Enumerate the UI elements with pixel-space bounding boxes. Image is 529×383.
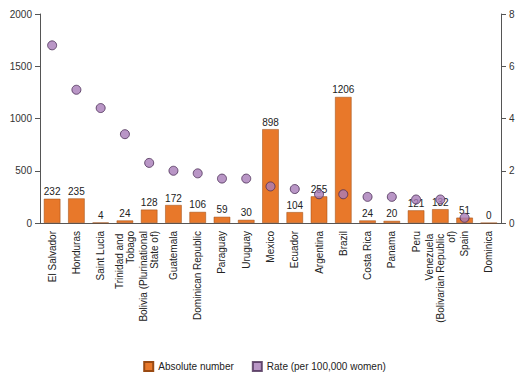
svg-text:232: 232 [44, 186, 61, 197]
svg-text:Uruguay: Uruguay [241, 231, 252, 269]
svg-text:1500: 1500 [10, 61, 33, 72]
svg-text:Venezuela: Venezuela [424, 231, 435, 281]
svg-text:30: 30 [241, 207, 253, 218]
svg-text:Mexico: Mexico [265, 231, 276, 263]
svg-text:Spain: Spain [459, 231, 470, 257]
svg-text:(Bolivarian Republic: (Bolivarian Republic [435, 231, 446, 323]
svg-text:4: 4 [509, 113, 515, 124]
svg-text:0: 0 [26, 218, 32, 229]
svg-text:4: 4 [98, 210, 104, 221]
svg-text:235: 235 [68, 186, 85, 197]
svg-text:104: 104 [286, 200, 303, 211]
svg-text:172: 172 [165, 193, 182, 204]
svg-text:51: 51 [459, 205, 471, 217]
svg-text:8: 8 [509, 9, 515, 20]
svg-text:Brazil: Brazil [338, 231, 349, 256]
svg-text:24: 24 [362, 208, 374, 219]
svg-text:Panama: Panama [386, 231, 397, 269]
svg-text:Bolivia (Plurinational: Bolivia (Plurinational [138, 231, 149, 322]
svg-text:Argentina: Argentina [314, 231, 325, 274]
svg-text:State of): State of) [149, 231, 160, 272]
svg-text:1206: 1206 [332, 84, 355, 95]
svg-text:1000: 1000 [10, 113, 33, 124]
svg-text:Costa Rica: Costa Rica [362, 231, 373, 280]
svg-text:Tobago: Tobago [125, 231, 136, 264]
svg-text:Saint Lucia: Saint Lucia [95, 231, 106, 281]
svg-text:0: 0 [486, 210, 492, 221]
svg-text:Honduras: Honduras [71, 231, 82, 274]
svg-text:Rate (per 100,000 women): Rate (per 100,000 women) [267, 361, 386, 372]
svg-text:59: 59 [216, 204, 228, 215]
svg-text:2000: 2000 [10, 9, 33, 20]
svg-text:255: 255 [310, 183, 328, 195]
svg-text:2: 2 [509, 165, 515, 176]
svg-text:Ecuador: Ecuador [289, 230, 300, 268]
svg-text:128: 128 [141, 197, 158, 208]
svg-text:Peru: Peru [411, 231, 422, 252]
svg-text:132: 132 [432, 196, 449, 208]
svg-text:898: 898 [262, 117, 279, 128]
svg-text:Dominica: Dominica [483, 231, 494, 273]
svg-text:0: 0 [509, 218, 515, 229]
svg-text:24: 24 [119, 208, 131, 219]
svg-text:Guatemala: Guatemala [168, 231, 179, 280]
svg-text:6: 6 [509, 61, 515, 72]
svg-text:Dominican Republic: Dominican Republic [192, 231, 203, 320]
svg-text:121: 121 [407, 197, 425, 209]
svg-text:Absolute number: Absolute number [158, 361, 234, 372]
svg-text:20: 20 [386, 208, 398, 219]
svg-text:Trinidad and: Trinidad and [114, 231, 125, 289]
svg-text:of): of) [446, 231, 457, 243]
svg-text:106: 106 [189, 199, 206, 210]
svg-text:500: 500 [15, 165, 32, 176]
svg-text:Paraguay: Paraguay [216, 231, 227, 274]
svg-text:El Salvador: El Salvador [47, 230, 58, 282]
